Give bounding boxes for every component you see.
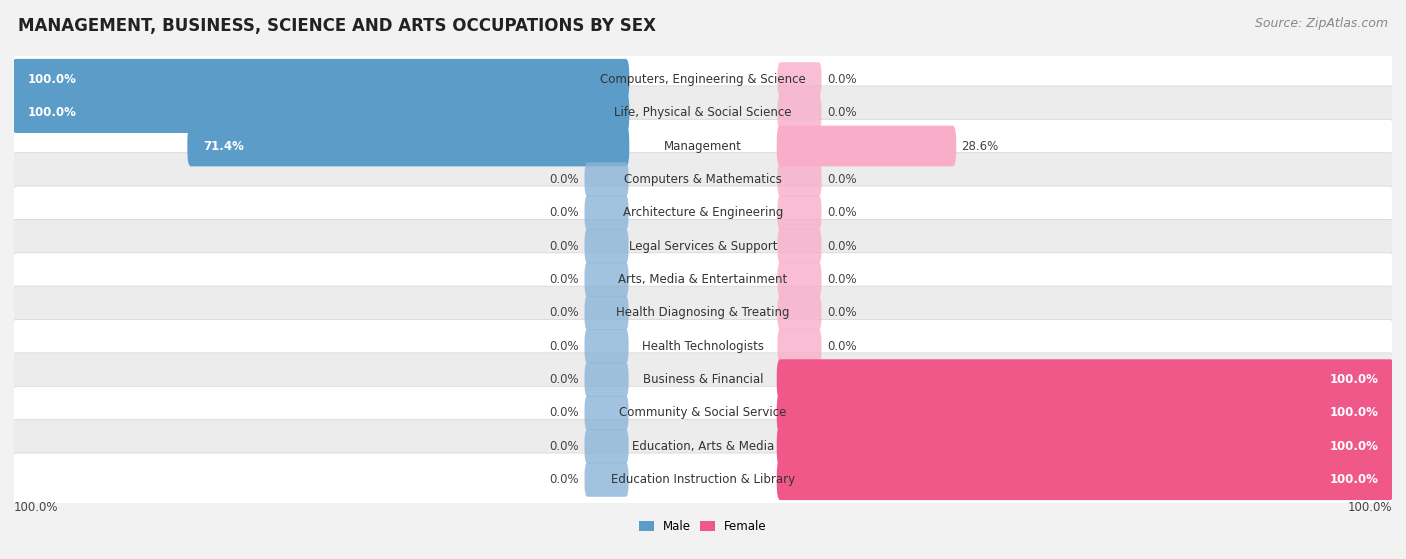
- FancyBboxPatch shape: [13, 59, 630, 100]
- Text: Education, Arts & Media: Education, Arts & Media: [631, 440, 775, 453]
- FancyBboxPatch shape: [13, 220, 1393, 273]
- Text: Life, Physical & Social Science: Life, Physical & Social Science: [614, 106, 792, 119]
- Text: Architecture & Engineering: Architecture & Engineering: [623, 206, 783, 219]
- FancyBboxPatch shape: [776, 392, 1393, 433]
- Text: 0.0%: 0.0%: [550, 473, 579, 486]
- Text: 0.0%: 0.0%: [550, 173, 579, 186]
- Text: 0.0%: 0.0%: [827, 206, 856, 219]
- FancyBboxPatch shape: [13, 53, 1393, 106]
- Text: 28.6%: 28.6%: [962, 140, 998, 153]
- Text: 71.4%: 71.4%: [204, 140, 245, 153]
- Text: Business & Financial: Business & Financial: [643, 373, 763, 386]
- Text: 0.0%: 0.0%: [827, 340, 856, 353]
- Text: Management: Management: [664, 140, 742, 153]
- FancyBboxPatch shape: [585, 396, 628, 430]
- Text: 0.0%: 0.0%: [550, 273, 579, 286]
- FancyBboxPatch shape: [585, 162, 628, 196]
- Text: 0.0%: 0.0%: [550, 373, 579, 386]
- Text: 100.0%: 100.0%: [1329, 473, 1378, 486]
- FancyBboxPatch shape: [778, 96, 821, 130]
- Text: Legal Services & Support: Legal Services & Support: [628, 240, 778, 253]
- Text: 0.0%: 0.0%: [827, 273, 856, 286]
- Text: Computers & Mathematics: Computers & Mathematics: [624, 173, 782, 186]
- FancyBboxPatch shape: [13, 420, 1393, 473]
- FancyBboxPatch shape: [778, 296, 821, 330]
- FancyBboxPatch shape: [13, 92, 630, 133]
- Text: Source: ZipAtlas.com: Source: ZipAtlas.com: [1254, 17, 1388, 30]
- Text: Community & Social Service: Community & Social Service: [619, 406, 787, 419]
- Text: 0.0%: 0.0%: [550, 306, 579, 319]
- FancyBboxPatch shape: [585, 263, 628, 296]
- Text: 0.0%: 0.0%: [550, 340, 579, 353]
- FancyBboxPatch shape: [776, 459, 1393, 500]
- FancyBboxPatch shape: [778, 229, 821, 263]
- FancyBboxPatch shape: [585, 463, 628, 497]
- FancyBboxPatch shape: [585, 329, 628, 363]
- FancyBboxPatch shape: [13, 353, 1393, 406]
- Text: 0.0%: 0.0%: [827, 240, 856, 253]
- Text: Computers, Engineering & Science: Computers, Engineering & Science: [600, 73, 806, 86]
- FancyBboxPatch shape: [13, 253, 1393, 306]
- Text: 0.0%: 0.0%: [827, 173, 856, 186]
- FancyBboxPatch shape: [585, 196, 628, 230]
- Text: Education Instruction & Library: Education Instruction & Library: [612, 473, 794, 486]
- FancyBboxPatch shape: [778, 162, 821, 196]
- Legend: Male, Female: Male, Female: [634, 515, 772, 537]
- Text: 0.0%: 0.0%: [550, 406, 579, 419]
- Text: 100.0%: 100.0%: [1329, 440, 1378, 453]
- FancyBboxPatch shape: [778, 196, 821, 230]
- FancyBboxPatch shape: [778, 329, 821, 363]
- Text: Health Diagnosing & Treating: Health Diagnosing & Treating: [616, 306, 790, 319]
- Text: 100.0%: 100.0%: [28, 73, 77, 86]
- FancyBboxPatch shape: [585, 363, 628, 397]
- FancyBboxPatch shape: [13, 453, 1393, 506]
- Text: Health Technologists: Health Technologists: [643, 340, 763, 353]
- Text: 0.0%: 0.0%: [550, 240, 579, 253]
- FancyBboxPatch shape: [13, 386, 1393, 440]
- Text: 100.0%: 100.0%: [28, 106, 77, 119]
- Text: 0.0%: 0.0%: [550, 206, 579, 219]
- FancyBboxPatch shape: [13, 119, 1393, 173]
- FancyBboxPatch shape: [585, 229, 628, 263]
- FancyBboxPatch shape: [778, 62, 821, 96]
- Text: 0.0%: 0.0%: [827, 73, 856, 86]
- Text: 0.0%: 0.0%: [550, 440, 579, 453]
- FancyBboxPatch shape: [187, 126, 630, 167]
- Text: 100.0%: 100.0%: [1347, 501, 1392, 514]
- FancyBboxPatch shape: [13, 320, 1393, 373]
- Text: MANAGEMENT, BUSINESS, SCIENCE AND ARTS OCCUPATIONS BY SEX: MANAGEMENT, BUSINESS, SCIENCE AND ARTS O…: [18, 17, 657, 35]
- FancyBboxPatch shape: [776, 126, 956, 167]
- Text: 100.0%: 100.0%: [1329, 406, 1378, 419]
- Text: 0.0%: 0.0%: [827, 306, 856, 319]
- FancyBboxPatch shape: [778, 263, 821, 296]
- FancyBboxPatch shape: [13, 286, 1393, 339]
- FancyBboxPatch shape: [776, 359, 1393, 400]
- Text: 100.0%: 100.0%: [14, 501, 59, 514]
- Text: 0.0%: 0.0%: [827, 106, 856, 119]
- FancyBboxPatch shape: [13, 86, 1393, 139]
- Text: Arts, Media & Entertainment: Arts, Media & Entertainment: [619, 273, 787, 286]
- FancyBboxPatch shape: [13, 153, 1393, 206]
- FancyBboxPatch shape: [585, 296, 628, 330]
- FancyBboxPatch shape: [13, 186, 1393, 239]
- Text: 100.0%: 100.0%: [1329, 373, 1378, 386]
- FancyBboxPatch shape: [585, 429, 628, 463]
- FancyBboxPatch shape: [776, 426, 1393, 467]
